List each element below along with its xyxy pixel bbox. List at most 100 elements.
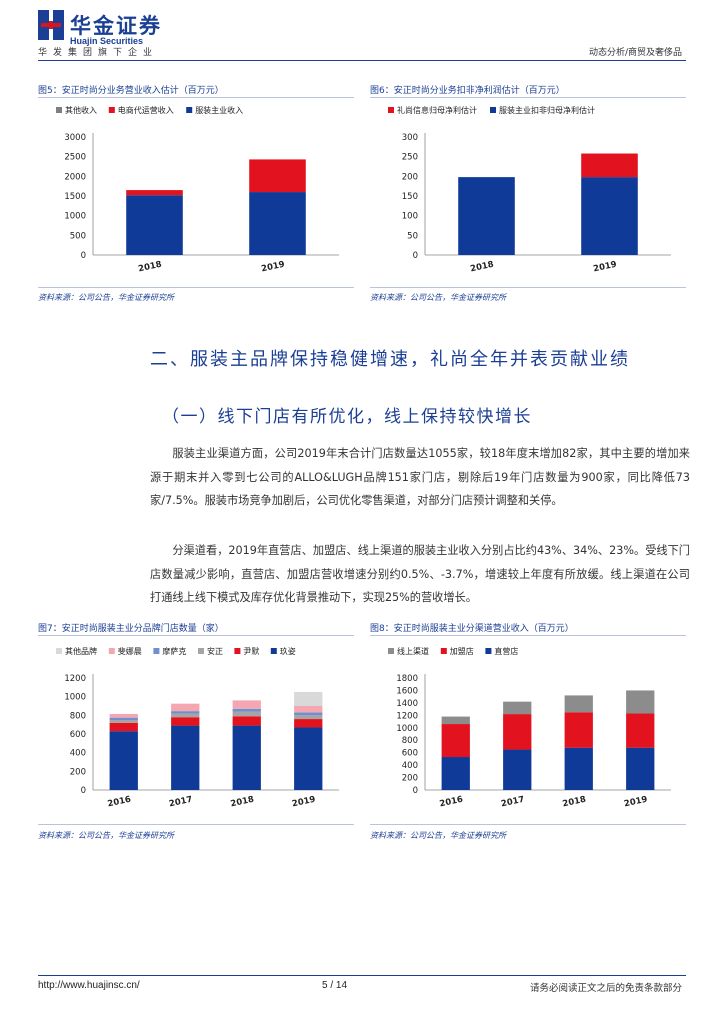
fig8-bar-2019-series-1 <box>626 713 655 748</box>
fig6-ytick-label-0: 0 <box>413 251 418 261</box>
logo-en-text: Huajin Securities <box>70 36 144 46</box>
fig8-xtick-label-2: 2018 <box>562 795 587 810</box>
fig7-bar-2018-series-4 <box>232 716 261 726</box>
fig7-bar-2018-series-5 <box>232 725 261 790</box>
fig7-bar-2019-series-5 <box>294 727 323 790</box>
fig5-legend-swatch-0 <box>56 107 62 113</box>
fig5-ytick-label-2: 1000 <box>64 212 86 222</box>
header-divider <box>38 60 686 61</box>
company-logo: 华金证券 Huajin Securities <box>38 10 170 56</box>
fig7-ytick-label-6: 1200 <box>64 674 86 684</box>
fig5-legend-label-2: 服装主业收入 <box>195 105 243 115</box>
footer-disclaimer: 请务必阅读正文之后的免责条款部分 <box>529 983 682 994</box>
fig7-legend-swatch-0 <box>56 648 62 654</box>
fig7-bar-2016-series-4 <box>109 722 138 732</box>
fig7-ytick-label-1: 200 <box>70 767 86 777</box>
fig5-xtick-label-1: 2019 <box>260 260 285 275</box>
fig7-bottom-divider <box>38 824 354 825</box>
fig5-ytick-label-6: 3000 <box>64 133 86 143</box>
fig7-top-divider <box>38 635 354 636</box>
fig8-ytick-label-3: 600 <box>402 749 418 759</box>
fig6-legend-swatch-1 <box>490 107 496 113</box>
fig8-chart: 线上渠道 加盟店 直营店 0 200 400 600 800 1000 1200 1400 1600 1… <box>388 646 671 810</box>
fig5-bar-2018-series-1 <box>126 190 183 196</box>
fig8-bar-2017-series-0 <box>503 701 532 715</box>
fig8-ytick-label-9: 1800 <box>396 674 418 684</box>
fig6-ytick-label-3: 150 <box>402 192 418 202</box>
fig6-xtick-label-0: 2018 <box>469 260 494 275</box>
fig5-legend-swatch-2 <box>186 107 193 113</box>
fig7-bar-2017-series-4 <box>171 717 200 726</box>
section-heading: 二、服装主品牌保持稳健增速，礼尚全年并表贡献业绩 <box>150 349 630 370</box>
fig6-legend-label-1: 服装主业扣非归母净利估计 <box>499 105 595 115</box>
fig5-xtick-label-0: 2018 <box>137 260 162 275</box>
fig5-bar-2019-series-2 <box>249 192 306 255</box>
fig8-ytick-label-8: 1600 <box>396 686 418 696</box>
fig6-bottom-divider <box>370 287 686 288</box>
fig8-legend-swatch-2 <box>485 648 492 654</box>
fig7-bar-2016-series-2 <box>109 717 138 720</box>
fig7-bar-2018-series-3 <box>232 711 261 717</box>
subsection-heading: （一）线下门店有所优化，线上保持较快增长 <box>162 407 532 427</box>
fig6-ytick-label-1: 50 <box>407 231 418 241</box>
fig7-bar-2016-series-1 <box>109 713 138 718</box>
fig7-legend-swatch-5 <box>270 648 277 654</box>
fig5-top-divider <box>38 97 354 98</box>
fig7-legend-swatch-3 <box>198 648 204 654</box>
fig7-xtick-label-2: 2018 <box>230 795 255 810</box>
body-paragraph-2: 分渠道看，2019年直营店、加盟店、线上渠道的服装主业收入分别占比约43%、34… <box>150 544 690 604</box>
fig5-ytick-label-3: 1500 <box>64 192 86 202</box>
fig7-ytick-label-5: 1000 <box>64 693 86 703</box>
fig6-title: 图6：安正时尚分业务扣非净利润估计（百万元） <box>370 86 565 96</box>
page-number: 5 / 14 <box>322 980 348 991</box>
fig8-bar-2018-series-1 <box>564 712 593 748</box>
fig8-bar-2019-series-0 <box>626 690 655 714</box>
fig7-legend-swatch-2 <box>153 648 160 654</box>
fig6-ytick-label-2: 100 <box>402 212 418 222</box>
fig5-ytick-label-1: 500 <box>70 231 86 241</box>
fig7-legend-label-2: 摩萨克 <box>162 646 186 656</box>
huajin-logo-icon <box>38 10 64 40</box>
fig7-bar-2019-series-2 <box>294 712 323 716</box>
body-paragraph-1: 服装主业渠道方面，公司2019年末合计门店数量达1055家，较18年度末增加82… <box>150 447 690 507</box>
fig8-bar-2017-series-2 <box>503 749 532 790</box>
fig8-legend-label-2: 直营店 <box>494 646 518 656</box>
fig7-bar-2016-series-3 <box>109 720 138 723</box>
logo-cn-text: 华金证券 <box>70 14 162 38</box>
fig6-legend-swatch-0 <box>388 107 394 113</box>
fig6-xtick-label-1: 2019 <box>592 260 617 275</box>
fig5-bar-2019-series-1 <box>249 159 306 193</box>
fig7-bar-2019-series-0 <box>294 691 323 706</box>
fig5-chart: 其他收入 电商代运营收入 服装主业收入 0 500 1000 1500 2000 2500 300… <box>56 105 339 275</box>
footer-divider <box>38 975 686 976</box>
fig7-ytick-label-4: 800 <box>70 711 86 721</box>
fig5-legend-swatch-1 <box>108 107 115 113</box>
fig7-legend-label-5: 玖姿 <box>280 646 296 656</box>
fig5-title: 图5：安正时尚分业务营业收入估计（百万元） <box>38 86 224 96</box>
fig5-legend-label-0: 其他收入 <box>65 105 97 115</box>
fig7-bar-2019-series-4 <box>294 719 323 728</box>
fig7-ytick-label-0: 0 <box>81 786 86 796</box>
fig7-legend-label-3: 安正 <box>207 646 223 656</box>
fig8-top-divider <box>370 635 686 636</box>
fig7-bar-2018-series-1 <box>232 700 261 709</box>
fig8-legend-label-0: 线上渠道 <box>397 646 429 656</box>
fig8-legend-label-1: 加盟店 <box>450 646 474 656</box>
fig7-legend-swatch-1 <box>108 648 115 654</box>
fig5-ytick-label-0: 0 <box>81 251 86 261</box>
fig6-source: 资料来源：公司公告，华金证券研究所 <box>370 293 506 302</box>
footer-url-link[interactable]: http://www.huajinsc.cn/ <box>38 980 140 991</box>
fig8-legend-swatch-1 <box>440 648 447 654</box>
fig6-bar-2019-series-1 <box>581 177 638 255</box>
fig8-bar-2016-series-0 <box>441 716 470 725</box>
fig7-bar-2019-series-1 <box>294 706 323 713</box>
fig8-ytick-label-7: 1400 <box>396 699 418 709</box>
fig7-bar-2018-series-2 <box>232 708 261 712</box>
fig7-bar-2019-series-3 <box>294 715 323 720</box>
fig8-bar-2019-series-2 <box>626 747 655 790</box>
fig8-source: 资料来源：公司公告，华金证券研究所 <box>370 831 506 840</box>
fig7-legend-label-0: 其他品牌 <box>65 646 97 656</box>
fig5-bottom-divider <box>38 287 354 288</box>
company-tagline: 华发集团旗下企业 <box>38 48 159 58</box>
fig6-chart: 礼尚信息归母净利估计 服装主业扣非归母净利估计 0 50 100 150 200 250 300… <box>388 105 671 275</box>
